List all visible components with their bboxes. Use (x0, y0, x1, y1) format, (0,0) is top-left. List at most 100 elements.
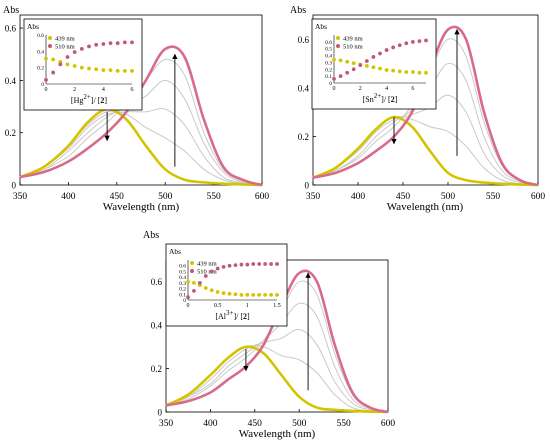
inset-point (72, 50, 77, 55)
y-tick-label: 0.2 (5, 128, 16, 138)
y-tick-label: 0.6 (151, 277, 163, 287)
inset-point (227, 263, 232, 268)
inset-point (263, 262, 268, 266)
spectrum-line-mid (165, 328, 389, 413)
spectrum-line-mid (165, 345, 389, 413)
inset-point (227, 291, 232, 296)
inset-point (417, 39, 422, 44)
legend-label: 439 nm (55, 36, 75, 43)
x-tick-label: 600 (381, 419, 396, 429)
inset-y-tick-label: 0 (41, 82, 44, 88)
inset-y-tick-label: 0.3 (325, 60, 332, 66)
inset-point (358, 63, 363, 68)
legend-marker (48, 44, 52, 48)
inset-point (332, 76, 336, 81)
inset-point (410, 70, 415, 74)
inset-point (410, 39, 415, 44)
inset-point (245, 262, 250, 267)
inset-point (245, 292, 250, 297)
inset-point (79, 46, 84, 51)
x-tick-label: 500 (292, 419, 307, 429)
y-tick-label: 0 (158, 408, 163, 418)
inset-point (263, 292, 268, 297)
inset-point (251, 262, 256, 266)
x-tick-label: 400 (203, 419, 218, 429)
inset-point (275, 292, 279, 297)
inset-x-tick-label: 2 (359, 86, 362, 92)
legend-label: 510 nm (197, 269, 217, 276)
legend-marker (190, 269, 194, 273)
inset-point (404, 41, 409, 46)
inset-y-tick-label: 0.3 (179, 281, 186, 287)
inset-point (338, 58, 343, 63)
inset-x-tick-label: 1.5 (273, 303, 281, 309)
inset-point (371, 55, 376, 59)
inset-point (397, 43, 402, 48)
inset-point (197, 280, 202, 285)
legend-label: 510 nm (55, 44, 75, 51)
inset-plot: Abs 00.10.20.30.40.50.6 0 2 4 6 [Sn2+]/ [2] 439… (311, 18, 437, 110)
inset-frame (165, 243, 288, 327)
spectrum-line-final (19, 45, 263, 187)
inset-y-tick-label: 0.6 (179, 264, 186, 270)
inset-point (364, 59, 369, 63)
inset-x-tick-label: 0 (333, 86, 336, 92)
inset-point (122, 69, 127, 73)
inset-point (424, 70, 428, 75)
inset-point (378, 51, 382, 56)
y-axis-title: Abs (3, 5, 19, 16)
y-tick-label: 0.6 (5, 24, 17, 34)
inset-y-tick-label: 0.4 (325, 54, 332, 60)
inset-point (130, 69, 134, 73)
inset-point (192, 288, 196, 293)
y-tick-label: 0.2 (298, 132, 309, 142)
legend-label: 439 nm (343, 36, 363, 43)
inset-point (115, 69, 120, 73)
x-tick-label: 450 (110, 192, 125, 202)
inset-point (345, 70, 350, 75)
inset-point (108, 41, 113, 46)
inset-point (332, 57, 336, 62)
y-axis-title: Abs (143, 230, 159, 241)
x-tick-label: 450 (248, 419, 263, 429)
inset-point (122, 40, 127, 45)
inset-point (269, 292, 273, 297)
inset-x-tick-label: 4 (385, 86, 388, 92)
y-tick-label: 0.4 (151, 321, 163, 331)
inset-y-tick-label: 0 (329, 81, 332, 87)
inset-y-tick-label: 0.5 (325, 47, 332, 53)
inset-point (101, 68, 106, 73)
inset-point (209, 269, 214, 274)
legend-marker (336, 36, 340, 40)
inset-point (371, 65, 376, 70)
legend-marker (190, 261, 194, 265)
inset-point (65, 55, 70, 59)
inset-point (44, 56, 48, 61)
inset-point (130, 40, 134, 45)
inset-x-tick-label: 0.5 (214, 303, 222, 309)
inset-x-tick-label: 0 (187, 303, 190, 309)
inset-point (257, 262, 262, 266)
y-tick-label: 0.4 (5, 76, 17, 86)
inset-x-tick-label: 6 (411, 86, 414, 92)
inset-point (58, 62, 63, 67)
y-tick-label: 0 (305, 181, 310, 191)
inset-point (233, 292, 238, 297)
inset-point (364, 63, 369, 68)
inset-x-tick-label: 6 (131, 87, 134, 93)
inset-point (209, 288, 214, 293)
inset-y-tick-label: 0.1 (325, 74, 332, 80)
inset-y-title: Abs (169, 247, 181, 256)
inset-point (221, 291, 226, 296)
inset-point (44, 78, 48, 82)
inset-x-tick-label: 4 (102, 87, 105, 93)
inset-point (215, 290, 220, 294)
inset-y-tick-label: 0.6 (37, 33, 44, 39)
inset-point (233, 263, 238, 268)
inset-point (51, 70, 56, 75)
inset-y-tick-label: 0.2 (179, 287, 186, 293)
inset-point (221, 264, 226, 269)
inset-point (108, 68, 113, 73)
